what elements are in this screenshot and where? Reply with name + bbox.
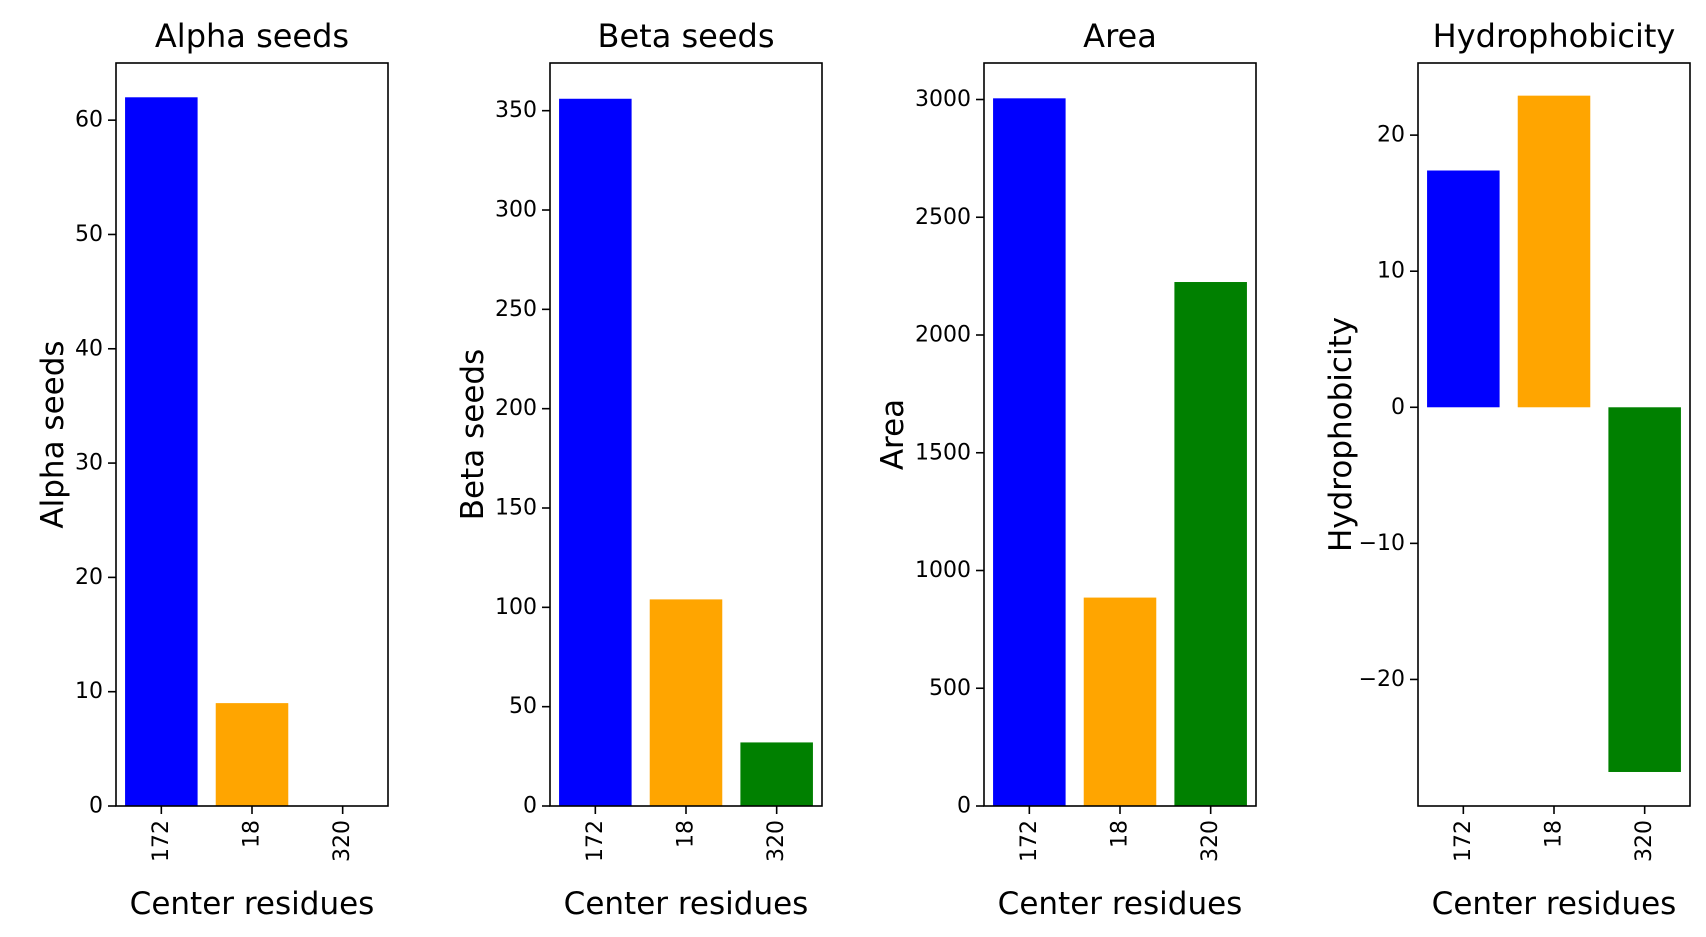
y-tick-label: 40 — [75, 336, 103, 361]
panel-2: 0 50 100 150 200 250 300 350 172 18 320 Beta seeds C… — [455, 17, 823, 922]
y-axis-label: Area — [875, 399, 911, 470]
bar-18 — [215, 703, 289, 806]
bar-172 — [125, 97, 198, 807]
x-tick-label: 320 — [1632, 820, 1657, 862]
y-tick-label: 1500 — [915, 440, 971, 465]
x-tick-label: 172 — [149, 820, 174, 862]
y-tick-label: 250 — [495, 297, 537, 322]
y-tick-label: 30 — [75, 451, 103, 476]
x-tick-label: 18 — [1542, 820, 1567, 848]
y-tick-label: 2000 — [915, 323, 971, 348]
x-tick-label: 172 — [1451, 820, 1476, 862]
panel-4: −20 −10 0 10 20 172 18 320 Hydrophobicity Center … — [1323, 17, 1691, 922]
x-tick-label: 18 — [674, 820, 699, 848]
y-tick-label: 0 — [957, 794, 971, 819]
y-tick-label: 20 — [1377, 123, 1405, 148]
bar-18 — [1083, 597, 1157, 806]
y-tick-label: 350 — [495, 98, 537, 123]
y-axis-label: Hydrophobicity — [1323, 317, 1359, 552]
y-tick-label: 60 — [75, 108, 103, 133]
bar-172 — [1427, 170, 1500, 408]
chart-title: Beta seeds — [598, 17, 775, 55]
x-axis-label: Center residues — [998, 886, 1243, 922]
y-tick-label: 100 — [495, 595, 537, 620]
x-axis-label: Center residues — [1432, 886, 1677, 922]
x-axis-label: Center residues — [564, 886, 809, 922]
bar-18 — [649, 599, 723, 806]
y-tick-label: 500 — [929, 676, 971, 701]
y-tick-label: 2500 — [915, 205, 971, 230]
y-tick-label: 50 — [75, 222, 103, 247]
panel-1: 0 10 20 30 40 50 60 172 18 320 Alpha seeds Center r… — [35, 17, 389, 922]
y-tick-label: −10 — [1359, 531, 1405, 556]
y-tick-label: 300 — [495, 198, 537, 223]
y-tick-label: 20 — [75, 565, 103, 590]
chart-title: Alpha seeds — [155, 17, 349, 55]
chart-title: Area — [1083, 17, 1157, 55]
bar-172 — [993, 98, 1066, 806]
y-tick-label: −20 — [1359, 667, 1405, 692]
y-axis-label: Beta seeds — [455, 349, 491, 520]
y-tick-label: 150 — [495, 496, 537, 521]
x-tick-label: 320 — [330, 820, 355, 862]
chart-title: Hydrophobicity — [1433, 17, 1676, 55]
x-axis-label: Center residues — [130, 886, 375, 922]
y-tick-label: 0 — [89, 794, 103, 819]
y-tick-label: 1000 — [915, 558, 971, 583]
bar-320 — [1174, 282, 1247, 806]
x-tick-label: 320 — [1198, 820, 1223, 862]
x-tick-label: 172 — [1017, 820, 1042, 862]
y-tick-label: 10 — [1377, 259, 1405, 284]
x-tick-label: 172 — [583, 820, 608, 862]
y-tick-label: 0 — [1391, 395, 1405, 420]
x-tick-label: 320 — [764, 820, 789, 862]
x-tick-label: 18 — [1108, 820, 1133, 848]
y-tick-label: 0 — [523, 794, 537, 819]
y-tick-label: 10 — [75, 679, 103, 704]
x-tick-label: 18 — [240, 820, 265, 848]
y-axis-label: Alpha seeds — [35, 340, 71, 528]
bar-320 — [1608, 407, 1681, 772]
bar-18 — [1517, 95, 1591, 408]
bar-320 — [740, 742, 813, 806]
y-tick-label: 50 — [509, 694, 537, 719]
y-tick-label: 3000 — [915, 87, 971, 112]
panel-3: 0 500 1000 1500 2000 2500 3000 172 18 320 Area Cent… — [875, 17, 1257, 922]
y-tick-label: 200 — [495, 396, 537, 421]
bar-172 — [559, 98, 632, 807]
